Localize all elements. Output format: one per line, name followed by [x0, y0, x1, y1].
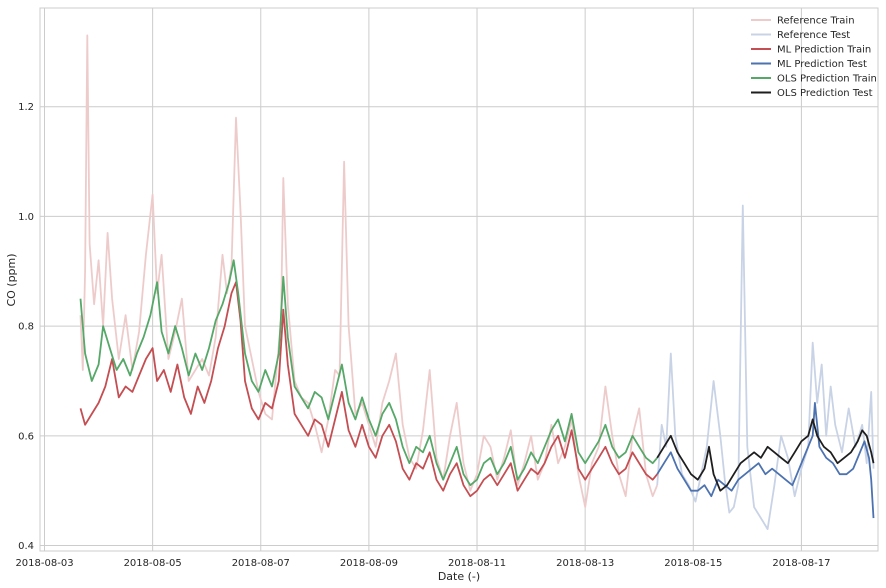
y-tick-label: 0.4 — [18, 541, 34, 552]
legend-label: ML Prediction Test — [777, 59, 867, 70]
series-lines — [79, 34, 875, 530]
series-line-ols-prediction-test — [656, 418, 875, 492]
x-tick-label: 2018-08-17 — [772, 558, 830, 569]
y-axis-label: CO (ppm) — [5, 253, 18, 306]
x-tick-label: 2018-08-11 — [448, 558, 506, 569]
y-tick-label: 1.2 — [18, 102, 34, 113]
series-line-reference-test — [656, 204, 875, 530]
x-tick-label: 2018-08-05 — [124, 558, 182, 569]
y-tick-label: 0.8 — [18, 322, 34, 333]
x-tick-label: 2018-08-15 — [664, 558, 722, 569]
x-tick-label: 2018-08-09 — [340, 558, 398, 569]
series-line-reference-train — [79, 34, 659, 508]
legend: Reference Train Reference Test ML Predicti… — [751, 16, 877, 99]
y-tick-label: 0.6 — [18, 431, 34, 442]
series-line-ols-prediction-train — [79, 259, 658, 487]
x-axis-label: Date (-) — [438, 570, 480, 583]
series-line-ml-prediction-test — [656, 402, 875, 519]
x-tick-label: 2018-08-13 — [556, 558, 614, 569]
x-tick-label: 2018-08-03 — [15, 558, 73, 569]
legend-label: Reference Train — [777, 16, 855, 27]
legend-label: ML Prediction Train — [777, 45, 871, 56]
grid — [40, 8, 878, 551]
legend-label: Reference Test — [777, 30, 850, 41]
legend-label: OLS Prediction Test — [777, 88, 873, 99]
y-tick-label: 1.0 — [18, 212, 34, 223]
legend-label: OLS Prediction Train — [777, 74, 877, 85]
x-axis-ticks: 2018-08-03 2018-08-05 2018-08-07 2018-08-09… — [15, 558, 830, 569]
y-axis-ticks: 0.4 0.6 0.8 1.0 1.2 — [18, 102, 34, 552]
series-line-ml-prediction-train — [79, 281, 658, 498]
x-tick-label: 2018-08-07 — [232, 558, 290, 569]
